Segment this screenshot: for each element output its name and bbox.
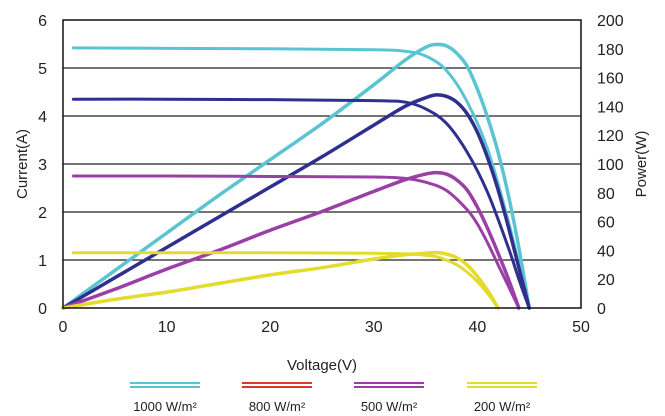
y-left-tick-label: 1 <box>38 253 47 270</box>
y-left-tick-label: 3 <box>38 157 47 174</box>
pv-curve-series-3 <box>61 250 500 310</box>
x-tick-label: 40 <box>469 319 487 336</box>
x-axis-label: Voltage(V) <box>287 357 357 374</box>
y-right-tick-label: 60 <box>597 215 615 232</box>
pv-curve-series-0 <box>61 42 531 310</box>
y-axis-left-label: Current(A) <box>14 129 31 199</box>
y-left-tick-label: 4 <box>38 109 47 126</box>
x-tick-label: 0 <box>59 319 68 336</box>
y-axis-right-label: Power(W) <box>633 131 650 198</box>
y-right-tick-label: 80 <box>597 186 615 203</box>
y-right-tick-label: 40 <box>597 243 615 260</box>
legend-label: 800 W/m² <box>249 399 306 414</box>
series-layer <box>61 42 531 310</box>
iv-curve-series-1 <box>71 97 531 310</box>
y-right-tick-label: 120 <box>597 128 624 145</box>
y-left-tick-label: 0 <box>38 301 47 318</box>
y-left-tick-label: 2 <box>38 205 47 222</box>
x-tick-label: 10 <box>158 319 176 336</box>
legend: 1000 W/m² 800 W/m² 500 W/m² 200 W/m² <box>130 382 537 414</box>
iv-curve-series-3 <box>71 251 500 310</box>
x-tick-label: 20 <box>261 319 279 336</box>
plot-frame <box>62 19 582 309</box>
y-right-tick-label: 0 <box>597 301 606 318</box>
pv-curve-series-1 <box>61 93 531 310</box>
y-right-tick-label: 20 <box>597 272 615 289</box>
x-tick-label: 30 <box>365 319 383 336</box>
y-right-tick-label: 160 <box>597 71 624 88</box>
iv-curve-series-2 <box>71 174 521 310</box>
legend-label: 200 W/m² <box>474 399 531 414</box>
y-right-tick-label: 100 <box>597 157 624 174</box>
tick-labels: 0 10 20 30 40 5001234560204060801001201401601… <box>38 13 624 336</box>
y-right-tick-label: 140 <box>597 99 624 116</box>
y-right-tick-label: 200 <box>597 13 624 30</box>
x-tick-label: 50 <box>572 319 590 336</box>
y-left-tick-label: 5 <box>38 61 47 78</box>
y-right-tick-label: 180 <box>597 42 624 59</box>
y-left-tick-label: 6 <box>38 13 47 30</box>
legend-label: 500 W/m² <box>361 399 418 414</box>
legend-label: 1000 W/m² <box>133 399 197 414</box>
